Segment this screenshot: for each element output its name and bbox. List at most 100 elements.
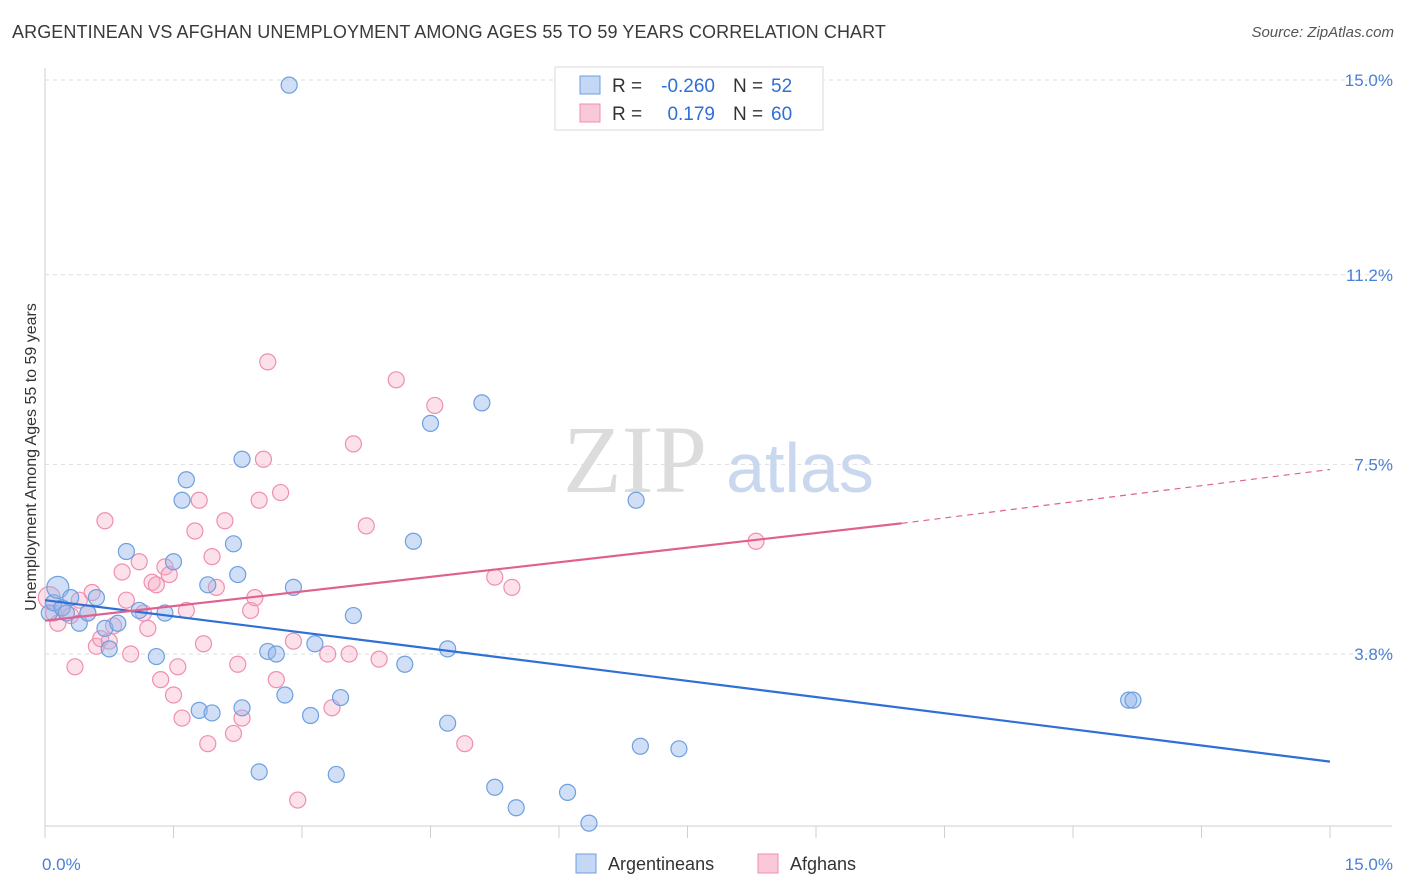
- chart-title: ARGENTINEAN VS AFGHAN UNEMPLOYMENT AMONG…: [12, 22, 887, 42]
- afghans-point: [267, 671, 285, 689]
- y-axis-label: Unemployment Among Ages 55 to 59 years: [23, 303, 40, 611]
- argentineans-point: [79, 604, 97, 622]
- y-tick-label: 7.5%: [1354, 455, 1393, 474]
- y-tick-label: 15.0%: [1345, 71, 1393, 90]
- argentineans-point: [224, 535, 243, 553]
- afghans-point: [224, 724, 243, 743]
- legend-swatch-argentineans: [579, 75, 601, 95]
- afghans-point: [139, 619, 157, 637]
- tick-labels: 3.8% 7.5% 11.2% 15.0% 0.0% 15.0%: [42, 71, 1393, 874]
- afghans-point: [96, 512, 114, 530]
- y-tick-label: 11.2%: [1346, 266, 1393, 285]
- afghans-point: [357, 517, 375, 535]
- afghans-point: [122, 645, 140, 663]
- argentineans-point: [421, 414, 440, 432]
- argentineans-point: [164, 553, 183, 571]
- legend-r-value-2: 0.179: [667, 104, 715, 125]
- argentineans-point: [96, 619, 114, 637]
- watermark-atlas: atlas: [726, 429, 874, 507]
- bottom-swatch-argentineans: [575, 853, 597, 874]
- argentineans-point: [233, 450, 251, 468]
- afghans-trend-line: [44, 522, 902, 622]
- afghans-point: [319, 645, 337, 663]
- afghans-point: [426, 396, 444, 415]
- afghans-point: [66, 658, 84, 676]
- afghans-point: [164, 686, 183, 704]
- legend-n-value-2: 60: [771, 104, 792, 125]
- argentineans-point: [507, 799, 525, 817]
- watermark: ZIP atlas: [563, 406, 874, 513]
- legend-r-value-1: -0.260: [661, 76, 715, 97]
- afghans-point: [289, 791, 307, 809]
- afghans-point: [503, 578, 521, 596]
- x-tick-label: 15.0%: [1345, 855, 1393, 874]
- afghans-point: [169, 658, 187, 676]
- afghans-point: [130, 553, 148, 571]
- argentineans-point: [627, 491, 645, 509]
- argentineans-point: [327, 765, 345, 784]
- argentineans-point: [147, 647, 165, 666]
- afghans-point: [259, 353, 277, 371]
- argentineans-point: [109, 614, 127, 632]
- argentineans-point: [190, 701, 208, 719]
- argentineans-point: [156, 604, 174, 622]
- legend-n-label-2: N =: [733, 104, 763, 125]
- series-legend: Argentineans Afghans: [575, 853, 856, 874]
- legend-n-label-1: N =: [733, 76, 763, 97]
- afghans-point: [173, 709, 191, 727]
- afghans-point: [250, 491, 268, 509]
- legend-r-label-2: R =: [612, 104, 642, 125]
- argentineans-point: [203, 704, 221, 722]
- argentineans-point: [404, 532, 422, 550]
- bottom-swatch-afghans: [757, 853, 779, 874]
- argentineans-point: [87, 589, 106, 607]
- argentineans-point: [396, 655, 414, 673]
- afghans-point: [113, 563, 131, 581]
- argentineans-point: [267, 645, 285, 663]
- argentineans-point: [100, 640, 118, 658]
- argentineans-point: [173, 491, 191, 509]
- afghans-point: [203, 548, 221, 566]
- argentineans-point: [439, 640, 457, 658]
- afghans-point: [242, 601, 260, 620]
- stats-legend: R = -0.260 N = 52 R = 0.179 N = 60: [554, 66, 824, 131]
- argentineans-point: [580, 814, 598, 832]
- afghans-point: [284, 632, 303, 650]
- argentineans-point: [439, 714, 457, 732]
- scatter-points: [37, 76, 1142, 832]
- argentineans-point: [331, 688, 350, 707]
- axes: [44, 68, 1392, 838]
- afghans-point: [387, 371, 405, 389]
- bottom-legend-afghans: Afghans: [790, 854, 856, 874]
- afghans-point: [456, 735, 474, 753]
- argentineans-point: [62, 589, 80, 607]
- legend-r-label-1: R =: [612, 76, 642, 97]
- source-label: Source: ZipAtlas.com: [1251, 24, 1394, 41]
- afghans-point: [147, 576, 165, 594]
- legend-swatch-afghans: [579, 103, 601, 123]
- afghans-point: [186, 522, 204, 540]
- afghans-point: [216, 512, 234, 530]
- argentineans-point: [199, 576, 217, 594]
- watermark-zip: ZIP: [563, 406, 707, 513]
- argentineans-point: [250, 763, 268, 781]
- afghans-point: [160, 565, 178, 584]
- afghans-point: [340, 645, 358, 663]
- afghans-point: [194, 635, 213, 653]
- argentineans-point: [177, 471, 195, 489]
- argentineans-point: [631, 737, 649, 755]
- afghans-point: [117, 591, 135, 609]
- argentineans-point: [117, 542, 135, 561]
- argentineans-trend-line: [44, 599, 1331, 763]
- argentineans-point: [558, 783, 577, 801]
- afghans-point: [370, 650, 388, 668]
- legend-n-value-1: 52: [771, 76, 792, 97]
- argentineans-point: [473, 394, 491, 412]
- argentineans-point: [301, 706, 320, 725]
- argentineans-point: [306, 635, 324, 653]
- argentineans-point: [670, 740, 688, 758]
- argentineans-point: [344, 606, 362, 625]
- afghans-point: [254, 450, 273, 468]
- afghans-point: [190, 491, 208, 509]
